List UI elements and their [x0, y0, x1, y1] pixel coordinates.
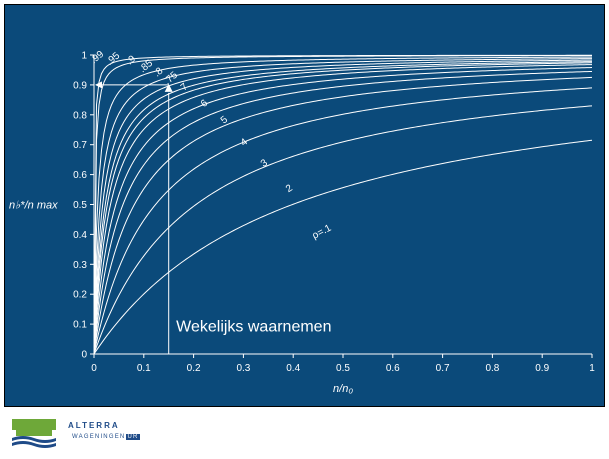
series-label: 4 [239, 136, 250, 148]
annotation-text: Wekelijks waarnemen [176, 319, 331, 336]
series-line [93, 59, 593, 355]
x-tick-label: 0.2 [187, 363, 201, 374]
x-tick-label: 0.9 [535, 363, 549, 374]
x-tick-label: 0 [91, 363, 97, 374]
y-tick-label: 0.6 [73, 170, 87, 181]
series-label: 5 [219, 114, 231, 126]
y-axis-label: n♭*/n max [9, 200, 58, 212]
arrow-up-icon [164, 83, 173, 92]
chart: 0 0.1 0.2 0.3 0.4 0.5 0.6 0.7 0.8 0.9 1 0 0.1 0.2 0.3 0… [5, 5, 604, 406]
x-tick-label: 0.8 [485, 363, 499, 374]
series-line [93, 64, 593, 355]
axes: 0 0.1 0.2 0.3 0.4 0.5 0.6 0.7 0.8 0.9 1 0 0.1 0.2 0.3 0… [9, 51, 595, 396]
y-tick-label: 0.5 [73, 200, 87, 211]
x-tick-label: 1 [589, 363, 595, 374]
org-name: ALTERRA [68, 421, 120, 430]
series-label: 7 [179, 81, 191, 93]
x-tick-label: 0.7 [436, 363, 450, 374]
series-label: 3 [259, 157, 270, 169]
series-line [93, 54, 592, 355]
chart-panel: 0 0.1 0.2 0.3 0.4 0.5 0.6 0.7 0.8 0.9 1 0 0.1 0.2 0.3 0… [4, 4, 605, 407]
y-tick-label: 1 [81, 51, 87, 62]
x-tick-label: 0.3 [236, 363, 250, 374]
y-tick-label: 0.7 [73, 140, 87, 151]
series-label: 2 [284, 183, 295, 195]
x-tick-label: 0.6 [386, 363, 400, 374]
series-line [93, 76, 593, 355]
y-tick-label: 0 [81, 350, 87, 361]
series-line [93, 105, 593, 355]
annotations: Wekelijks waarnemen [95, 81, 331, 354]
series-line [93, 58, 593, 355]
org-sub-badge: UR [126, 434, 140, 440]
x-tick-label: 0.4 [286, 363, 300, 374]
x-tick-label: 0.1 [137, 363, 151, 374]
x-tick-label: 0.5 [336, 363, 350, 374]
arrow-left-icon [95, 81, 102, 89]
y-tick-label: 0.8 [73, 110, 87, 121]
y-tick-label: 0.3 [73, 260, 87, 271]
series-line [93, 61, 593, 355]
series-line [93, 70, 593, 355]
series-line [93, 139, 593, 355]
series-label: 6 [199, 98, 211, 110]
footer: ALTERRA WAGENINGEN UR [12, 417, 212, 449]
x-axis-label: n/n₀ [333, 383, 353, 395]
series-line [93, 62, 593, 355]
series-line [93, 56, 593, 355]
series-line [93, 67, 593, 355]
org-sub-name-text: WAGENINGEN [72, 434, 126, 440]
org-sub-name: WAGENINGEN UR [72, 434, 140, 440]
y-tick-label: 0.4 [73, 230, 87, 241]
alterra-logo-icon [12, 419, 56, 448]
y-tick-label: 0.2 [73, 290, 87, 301]
y-tick-label: 0.9 [73, 80, 87, 91]
y-tick-label: 0.1 [73, 320, 87, 331]
curves [93, 54, 593, 355]
series-line [93, 87, 593, 355]
